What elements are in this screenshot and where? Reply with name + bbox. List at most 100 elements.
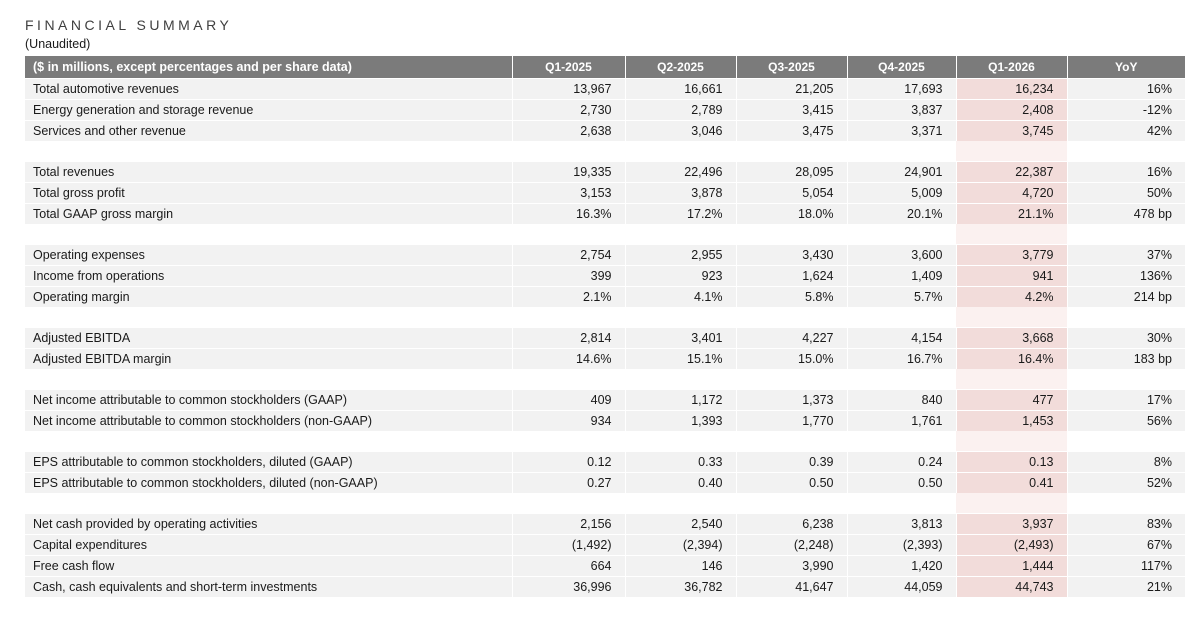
table-row: EPS attributable to common stockholders,… <box>25 450 1185 472</box>
yoy-cell: 136% <box>1066 264 1185 286</box>
yoy-cell: 42% <box>1066 119 1185 141</box>
value-cell: 1,453 <box>955 409 1067 431</box>
value-cell: 0.12 <box>511 450 625 472</box>
value-cell: 2,408 <box>955 98 1067 120</box>
value-cell: 22,387 <box>955 160 1067 182</box>
value-cell: 0.13 <box>955 450 1067 472</box>
column-header-5: YoY <box>1066 56 1185 78</box>
table-row: Total automotive revenues 13,967 16,661 21,… <box>25 77 1185 99</box>
value-cell: 2,730 <box>511 98 625 120</box>
value-cell: 21.1% <box>955 202 1067 224</box>
value-cell: 146 <box>624 554 736 576</box>
column-header-1: Q2-2025 <box>624 56 736 78</box>
value-cell: 3,990 <box>735 554 847 576</box>
section-gap <box>25 141 1185 161</box>
value-cell: 16.7% <box>846 347 956 369</box>
value-cell: 3,813 <box>846 512 956 534</box>
table-row: Net income attributable to common stockh… <box>25 409 1185 431</box>
value-cell: 0.27 <box>511 471 625 493</box>
value-cell: 3,046 <box>624 119 736 141</box>
yoy-cell: 21% <box>1066 575 1185 597</box>
value-cell: 16.4% <box>955 347 1067 369</box>
row-label: Adjusted EBITDA margin <box>25 347 512 369</box>
value-cell: 18.0% <box>735 202 847 224</box>
row-label: EPS attributable to common stockholders,… <box>25 450 512 472</box>
table-row: Capital expenditures (1,492) (2,394) (2,248… <box>25 533 1185 555</box>
value-cell: 3,153 <box>511 181 625 203</box>
value-cell: 2,754 <box>511 243 625 265</box>
row-label: EPS attributable to common stockholders,… <box>25 471 512 493</box>
value-cell: 2.1% <box>511 285 625 307</box>
value-cell: 4,154 <box>846 326 956 348</box>
row-label: Net cash provided by operating activitie… <box>25 512 512 534</box>
value-cell: (1,492) <box>511 533 625 555</box>
value-cell: 2,814 <box>511 326 625 348</box>
value-cell: 3,837 <box>846 98 956 120</box>
yoy-cell: 16% <box>1066 160 1185 182</box>
value-cell: 0.50 <box>735 471 847 493</box>
value-cell: 0.33 <box>624 450 736 472</box>
value-cell: 28,095 <box>735 160 847 182</box>
value-cell: 840 <box>846 388 956 410</box>
value-cell: 1,172 <box>624 388 736 410</box>
value-cell: 0.50 <box>846 471 956 493</box>
column-header-2: Q3-2025 <box>735 56 847 78</box>
table-row: Adjusted EBITDA margin 14.6% 15.1% 15.0% 16.… <box>25 347 1185 369</box>
table-row: Adjusted EBITDA 2,814 3,401 4,227 4,154 3,668… <box>25 326 1185 348</box>
financial-summary-table: ($ in millions, except percentages and p… <box>25 56 1185 597</box>
value-cell: 2,638 <box>511 119 625 141</box>
value-cell: 5,009 <box>846 181 956 203</box>
value-cell: 0.40 <box>624 471 736 493</box>
value-cell: 1,373 <box>735 388 847 410</box>
table-row: Net income attributable to common stockh… <box>25 388 1185 410</box>
column-header-0: Q1-2025 <box>511 56 625 78</box>
row-label: Adjusted EBITDA <box>25 326 512 348</box>
row-label: Net income attributable to common stockh… <box>25 409 512 431</box>
value-cell: 3,937 <box>955 512 1067 534</box>
financial-summary-page: FINANCIAL SUMMARY (Unaudited) ($ in mill… <box>25 17 1185 597</box>
page-subtitle: (Unaudited) <box>25 37 91 51</box>
value-cell: 2,789 <box>624 98 736 120</box>
value-cell: 3,401 <box>624 326 736 348</box>
value-cell: 1,409 <box>846 264 956 286</box>
value-cell: 36,782 <box>624 575 736 597</box>
table-row: Energy generation and storage revenue 2,7… <box>25 98 1185 120</box>
table-header: ($ in millions, except percentages and p… <box>25 56 1185 78</box>
value-cell: 3,779 <box>955 243 1067 265</box>
section-gap <box>25 224 1185 244</box>
yoy-cell: 83% <box>1066 512 1185 534</box>
value-cell: 41,647 <box>735 575 847 597</box>
column-header-3: Q4-2025 <box>846 56 956 78</box>
yoy-cell: 183 bp <box>1066 347 1185 369</box>
yoy-cell: 50% <box>1066 181 1185 203</box>
row-label: Free cash flow <box>25 554 512 576</box>
value-cell: 22,496 <box>624 160 736 182</box>
yoy-cell: 37% <box>1066 243 1185 265</box>
value-cell: 5.8% <box>735 285 847 307</box>
value-cell: 15.0% <box>735 347 847 369</box>
yoy-cell: 30% <box>1066 326 1185 348</box>
yoy-cell: 214 bp <box>1066 285 1185 307</box>
value-cell: 409 <box>511 388 625 410</box>
table-row: Services and other revenue 2,638 3,046 3,47… <box>25 119 1185 141</box>
value-cell: 1,444 <box>955 554 1067 576</box>
value-cell: 13,967 <box>511 77 625 99</box>
yoy-cell: 478 bp <box>1066 202 1185 224</box>
value-cell: 1,393 <box>624 409 736 431</box>
value-cell: 0.39 <box>735 450 847 472</box>
header-row: ($ in millions, except percentages and p… <box>25 56 1185 78</box>
row-label: Cash, cash equivalents and short-term in… <box>25 575 512 597</box>
row-label: Net income attributable to common stockh… <box>25 388 512 410</box>
value-cell: 44,059 <box>846 575 956 597</box>
value-cell: 21,205 <box>735 77 847 99</box>
value-cell: 941 <box>955 264 1067 286</box>
value-cell: 3,475 <box>735 119 847 141</box>
value-cell: 3,430 <box>735 243 847 265</box>
section-gap <box>25 307 1185 327</box>
value-cell: 4.1% <box>624 285 736 307</box>
value-cell: 2,955 <box>624 243 736 265</box>
table-row: Total gross profit 3,153 3,878 5,054 5,009 4,… <box>25 181 1185 203</box>
table-row: Free cash flow 664 146 3,990 1,420 1,444 117% <box>25 554 1185 576</box>
value-cell: 1,770 <box>735 409 847 431</box>
table-row: Operating margin 2.1% 4.1% 5.8% 5.7% 4.2% 214 … <box>25 285 1185 307</box>
